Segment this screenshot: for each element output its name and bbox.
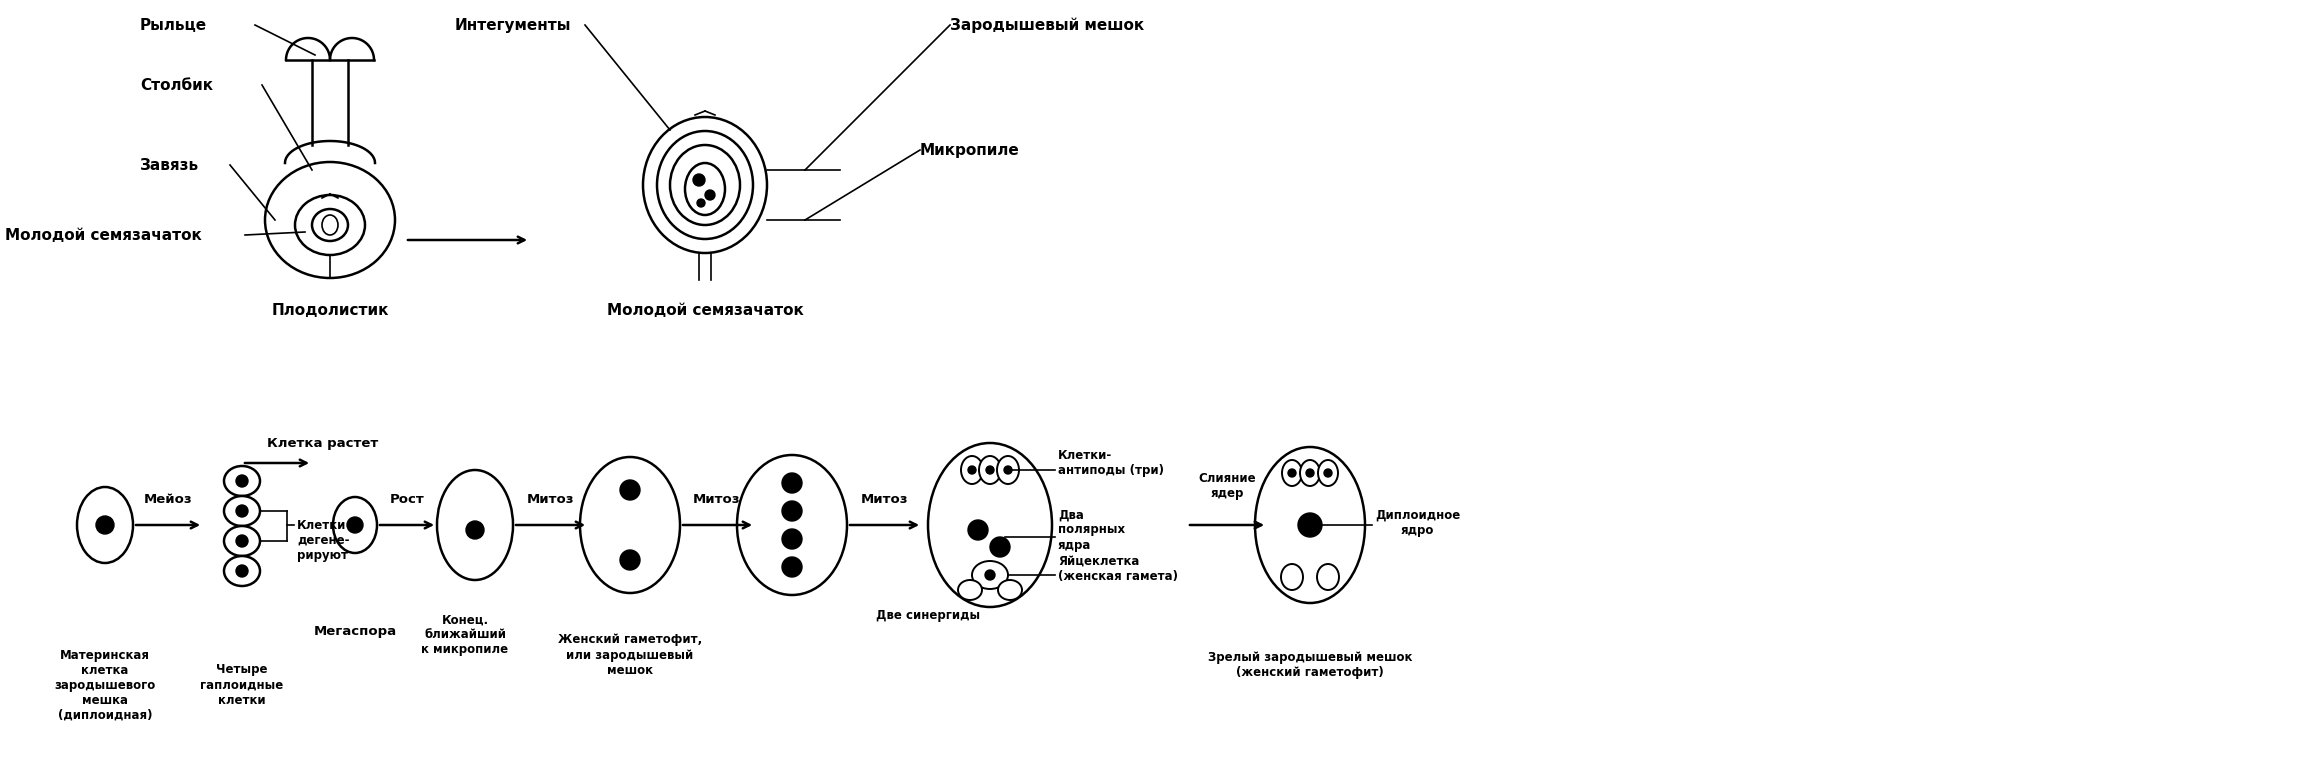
Circle shape: [968, 466, 977, 474]
Circle shape: [237, 565, 248, 577]
Circle shape: [697, 199, 706, 207]
Ellipse shape: [961, 456, 984, 484]
Ellipse shape: [658, 131, 754, 239]
Text: Микропиле: Микропиле: [920, 142, 1021, 158]
Ellipse shape: [1283, 460, 1301, 486]
Ellipse shape: [669, 145, 740, 225]
Ellipse shape: [979, 456, 1000, 484]
Ellipse shape: [294, 195, 366, 255]
Circle shape: [1005, 466, 1012, 474]
Circle shape: [986, 466, 993, 474]
Circle shape: [237, 535, 248, 547]
Text: Митоз: Митоз: [860, 493, 908, 506]
Circle shape: [782, 557, 802, 577]
Text: Конец.
ближайший
к микропиле: Конец. ближайший к микропиле: [421, 614, 508, 657]
Circle shape: [97, 516, 115, 534]
Ellipse shape: [223, 526, 260, 556]
Text: Женский гаметофит,
или зародышевый
мешок: Женский гаметофит, или зародышевый мешок: [559, 634, 701, 677]
Text: Зрелый зародышевый мешок
(женский гаметофит): Зрелый зародышевый мешок (женский гамето…: [1207, 651, 1412, 679]
Circle shape: [467, 521, 485, 539]
Circle shape: [237, 475, 248, 487]
Circle shape: [692, 174, 706, 186]
Ellipse shape: [1255, 447, 1366, 603]
Circle shape: [1287, 469, 1297, 477]
Circle shape: [1324, 469, 1331, 477]
Text: Рыльце: Рыльце: [140, 18, 207, 32]
Ellipse shape: [333, 497, 377, 553]
Ellipse shape: [929, 443, 1053, 607]
Ellipse shape: [1317, 460, 1338, 486]
Ellipse shape: [76, 487, 133, 563]
Text: Клетка растет: Клетка растет: [267, 437, 379, 450]
Circle shape: [984, 570, 995, 580]
Text: Зародышевый мешок: Зародышевый мешок: [949, 17, 1145, 33]
Circle shape: [621, 550, 639, 570]
Circle shape: [621, 480, 639, 500]
Ellipse shape: [223, 496, 260, 526]
Text: Молодой семязачаток: Молодой семязачаток: [607, 303, 802, 317]
Text: Четыре
гаплоидные
клетки: Четыре гаплоидные клетки: [200, 664, 283, 707]
Text: Рост: Рост: [389, 493, 425, 506]
Text: Завязь: Завязь: [140, 158, 200, 172]
Ellipse shape: [313, 209, 347, 241]
Ellipse shape: [437, 470, 513, 580]
Circle shape: [237, 505, 248, 517]
Text: Мейоз: Мейоз: [145, 493, 193, 506]
Circle shape: [1299, 513, 1322, 537]
Text: Клетки
дегене-
рируют: Клетки дегене- рируют: [297, 518, 349, 561]
Text: Яйцеклетка
(женская гамета): Яйцеклетка (женская гамета): [1058, 555, 1177, 583]
Text: Слияние
ядер: Слияние ядер: [1198, 472, 1255, 500]
Text: Столбик: Столбик: [140, 78, 214, 92]
Text: Мегаспора: Мегаспора: [313, 625, 395, 638]
Text: Диплоидное
ядро: Диплоидное ядро: [1375, 509, 1460, 537]
Ellipse shape: [322, 215, 338, 235]
Text: Митоз: Митоз: [526, 493, 575, 506]
Circle shape: [968, 520, 989, 540]
Text: Митоз: Митоз: [694, 493, 740, 506]
Ellipse shape: [959, 580, 982, 600]
Text: Материнская
клетка
зародышевого
мешка
(диплоидная): Материнская клетка зародышевого мешка (д…: [55, 648, 156, 721]
Text: Интегументы: Интегументы: [455, 18, 572, 32]
Ellipse shape: [998, 580, 1023, 600]
Ellipse shape: [264, 162, 395, 278]
Text: Два
полярных
ядра: Два полярных ядра: [1058, 508, 1124, 551]
Circle shape: [347, 517, 363, 533]
Ellipse shape: [1299, 460, 1320, 486]
Circle shape: [782, 473, 802, 493]
Circle shape: [782, 501, 802, 521]
Circle shape: [991, 537, 1009, 557]
Text: Плодолистик: Плодолистик: [271, 303, 389, 317]
Text: Молодой семязачаток: Молодой семязачаток: [5, 227, 202, 243]
Circle shape: [782, 529, 802, 549]
Ellipse shape: [223, 556, 260, 586]
Ellipse shape: [1317, 564, 1338, 590]
Text: Клетки-
антиподы (три): Клетки- антиподы (три): [1058, 449, 1163, 477]
Circle shape: [1306, 469, 1315, 477]
Ellipse shape: [738, 455, 846, 595]
Ellipse shape: [998, 456, 1018, 484]
Ellipse shape: [972, 561, 1007, 589]
Ellipse shape: [579, 457, 681, 593]
Ellipse shape: [223, 466, 260, 496]
Ellipse shape: [685, 163, 724, 215]
Ellipse shape: [644, 117, 768, 253]
Circle shape: [706, 190, 715, 200]
Ellipse shape: [1281, 564, 1304, 590]
Text: Две синергиды: Две синергиды: [876, 608, 979, 621]
